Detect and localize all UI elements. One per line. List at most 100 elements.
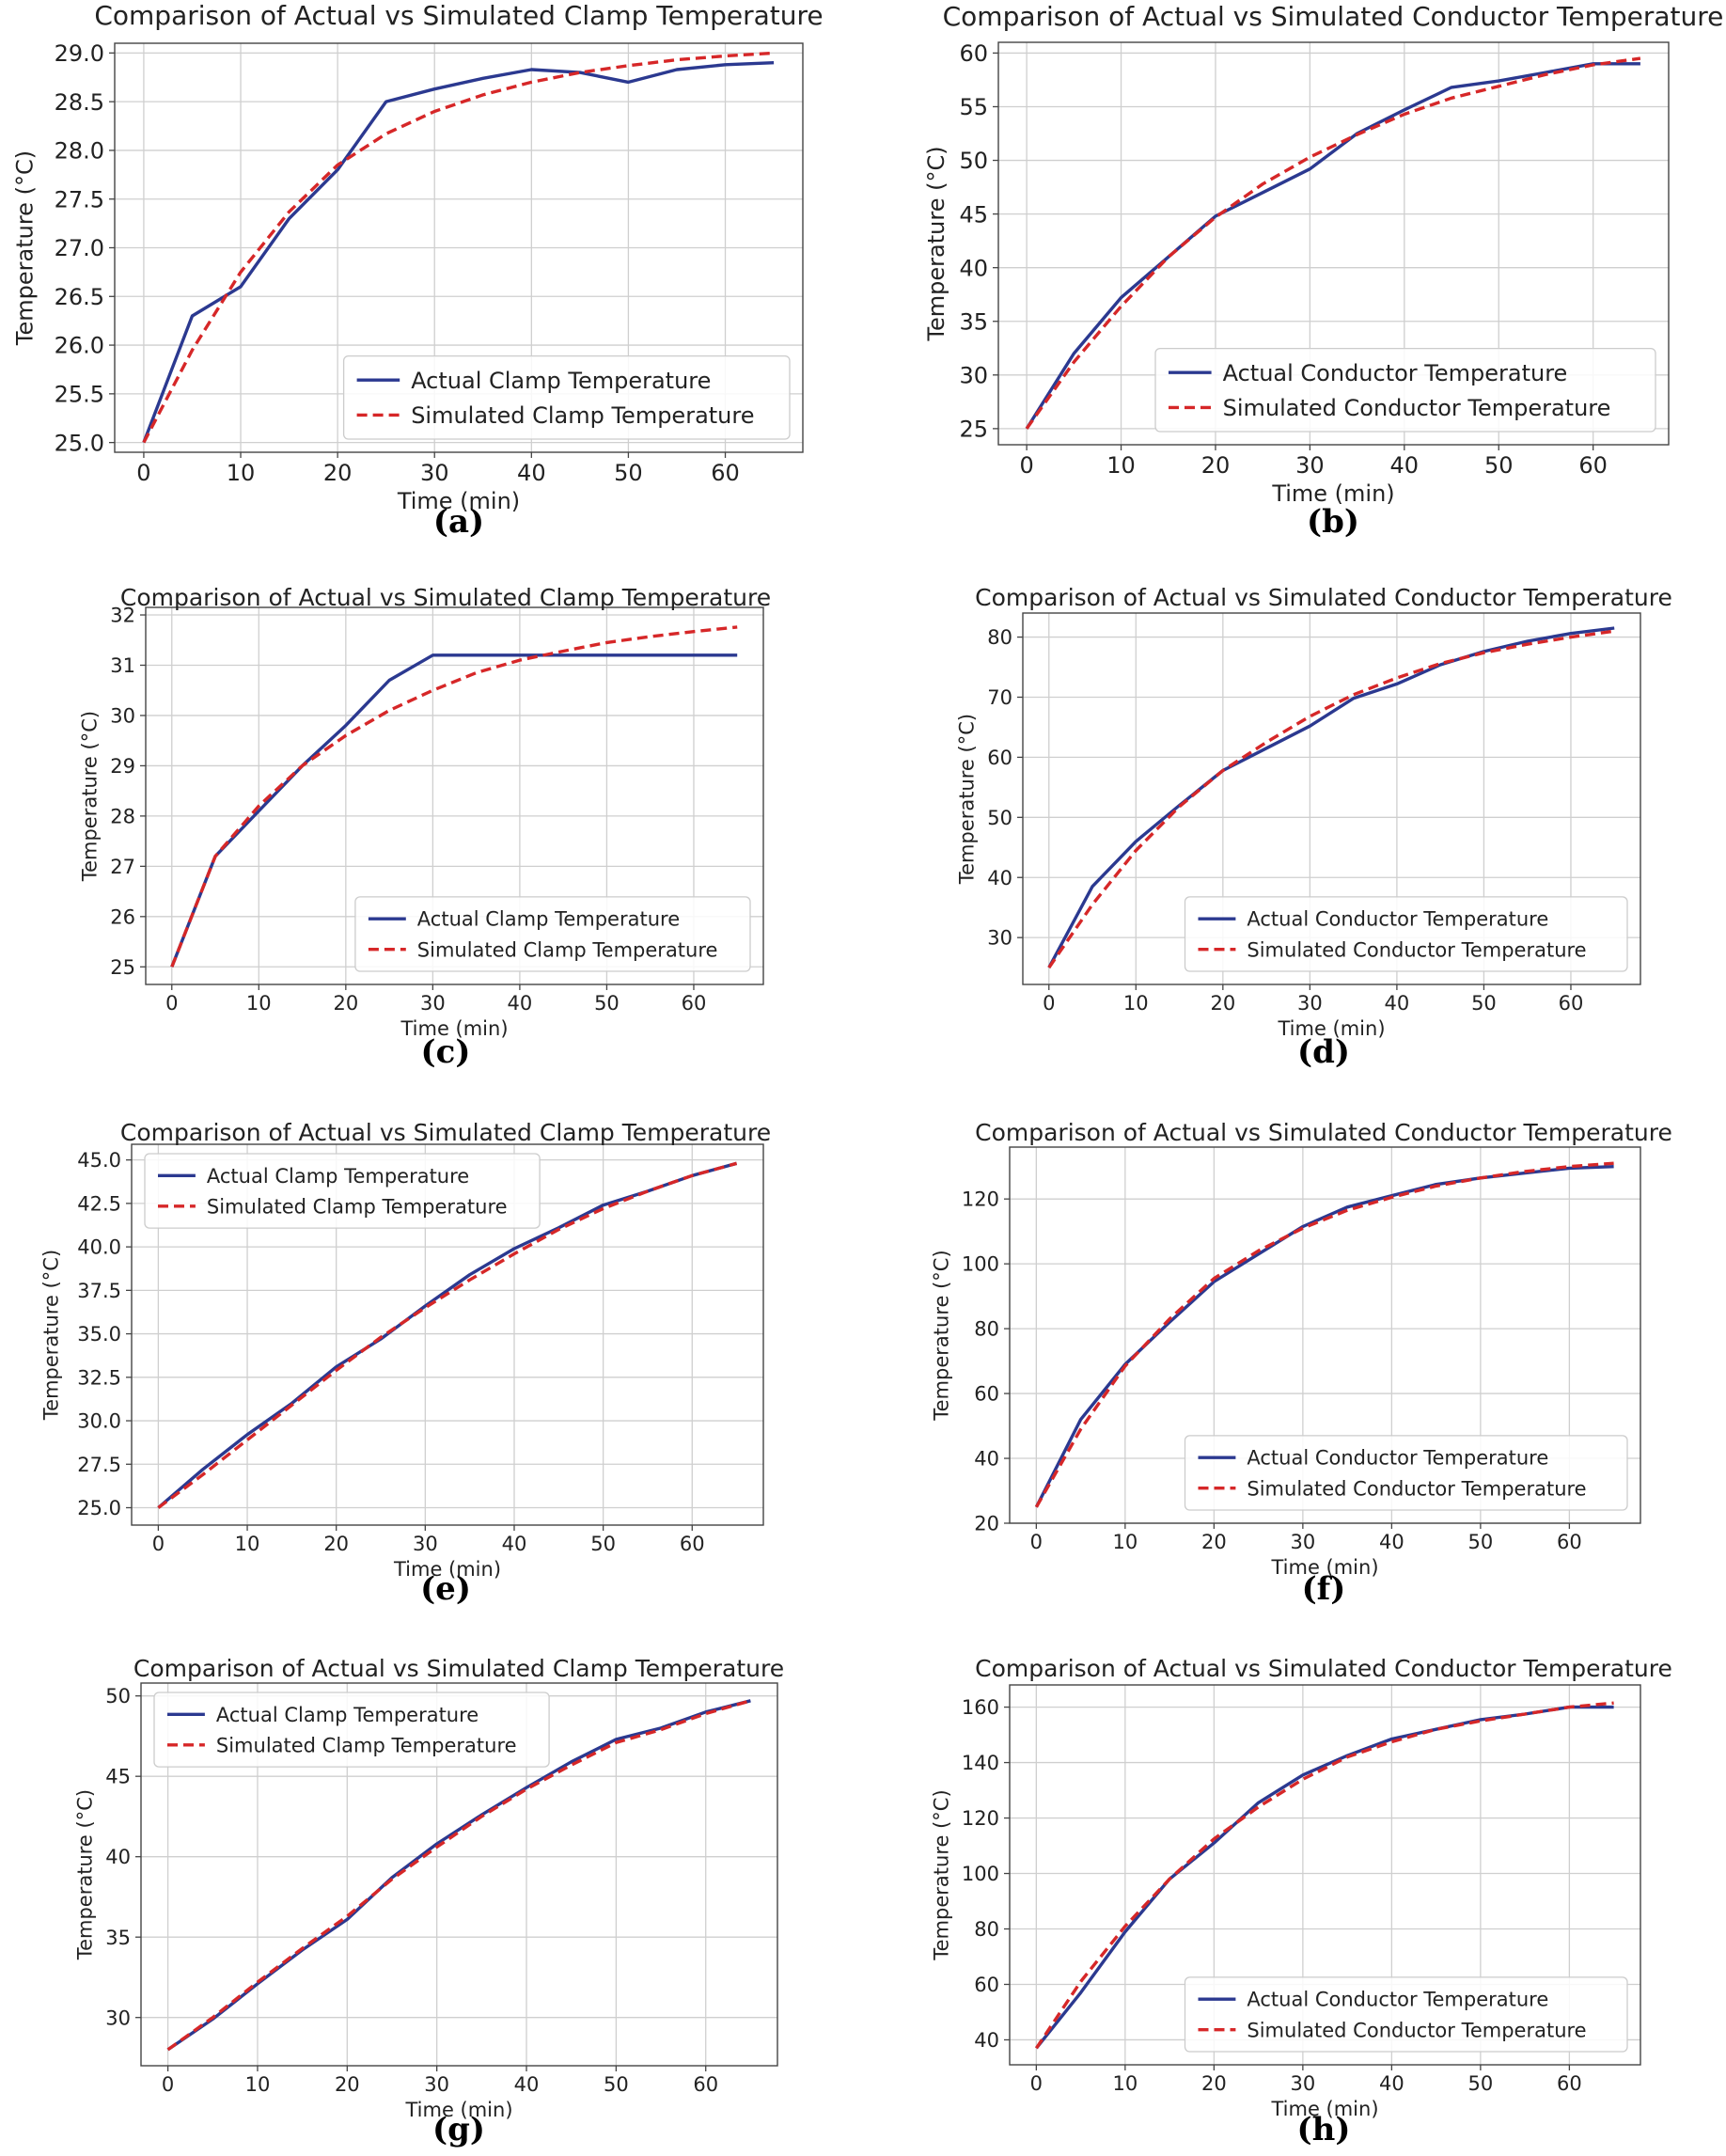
x-tick-label: 30 — [1295, 452, 1325, 479]
y-tick-label: 120 — [962, 1807, 999, 1830]
x-tick-label: 0 — [165, 992, 178, 1015]
x-tick-label: 40 — [517, 460, 546, 486]
simulated-series-line — [1034, 1701, 1614, 2050]
legend-box — [1184, 896, 1628, 972]
x-tick-label: 60 — [711, 460, 740, 486]
y-tick-label: 60 — [974, 1383, 999, 1406]
legend: Actual Conductor Temperature Simulated Co… — [1184, 1976, 1628, 2053]
legend-simulated-label: Simulated Clamp Temperature — [411, 402, 754, 429]
legend-actual-label: Actual Conductor Temperature — [1223, 360, 1568, 386]
legend: Actual Clamp Temperature Simulated Clamp … — [144, 1153, 541, 1229]
y-tick-label: 40 — [987, 867, 1012, 889]
y-tick-label: 45 — [105, 1766, 131, 1788]
x-tick-label: 20 — [323, 1533, 349, 1555]
legend-simulated-label: Simulated Conductor Temperature — [1223, 395, 1611, 421]
y-tick-label: 30 — [110, 705, 135, 728]
axes-frame — [1009, 1146, 1641, 1524]
x-tick-label: 0 — [162, 2073, 174, 2096]
x-tick-label: 50 — [1471, 992, 1497, 1015]
y-tick-label: 80 — [974, 1318, 999, 1341]
subfigure-caption: (f) — [1302, 1570, 1346, 1608]
y-tick-label: 70 — [987, 686, 1012, 709]
x-tick-label: 40 — [508, 992, 533, 1015]
actual-series-line — [142, 61, 775, 444]
x-tick-label: 40 — [514, 2073, 540, 2096]
y-tick-label: 28 — [110, 805, 135, 827]
y-tick-label: 35 — [105, 1927, 131, 1949]
legend: Actual Clamp Temperature Simulated Clamp … — [354, 896, 751, 972]
chart-title: Comparison of Actual vs Simulated Conduc… — [943, 1, 1724, 32]
y-tick-label: 40 — [974, 2029, 999, 2052]
chart-4: 0 10 20 30 40 50 60 30 40 50 60 70 80 Comparison of A… — [956, 584, 1672, 1040]
y-axis-label: Temperature (°C) — [79, 711, 102, 882]
x-tick-label: 0 — [152, 1533, 165, 1555]
x-tick-label: 40 — [1379, 2072, 1404, 2095]
x-tick-label: 30 — [1291, 2072, 1316, 2095]
y-tick-label: 27.0 — [55, 235, 104, 261]
subfigure-caption: (c) — [421, 1033, 471, 1071]
axes-frame — [1022, 612, 1641, 985]
y-tick-label: 26.0 — [55, 333, 104, 359]
y-tick-label: 35 — [959, 308, 988, 335]
x-tick-label: 10 — [246, 992, 272, 1015]
x-tick-label: 20 — [323, 460, 353, 486]
chart-title: Comparison of Actual vs Simulated Conduc… — [975, 1655, 1672, 1682]
x-tick-label: 30 — [420, 460, 449, 486]
x-tick-label: 60 — [693, 2073, 718, 2096]
axes-frame — [997, 41, 1670, 446]
y-tick-label: 45 — [959, 201, 988, 228]
x-tick-label: 40 — [1390, 452, 1420, 479]
x-tick-label: 20 — [1210, 992, 1235, 1015]
y-tick-label: 27.5 — [55, 186, 104, 212]
chart-title: Comparison of Actual vs Simulated Clamp … — [94, 0, 823, 31]
legend-actual-label: Actual Conductor Temperature — [1247, 908, 1548, 931]
y-tick-label: 60 — [974, 1974, 999, 1996]
y-axis-label: Temperature (°C) — [956, 714, 979, 885]
legend-box — [153, 1692, 550, 1768]
subfigure-caption: (h) — [1297, 2111, 1351, 2148]
chart-title: Comparison of Actual vs Simulated Conduc… — [975, 584, 1672, 611]
y-tick-label: 26.5 — [55, 284, 104, 310]
simulated-series-line — [1034, 1161, 1614, 1508]
subfigure-caption: (g) — [432, 2111, 485, 2148]
y-axis-label: Temperature (°C) — [39, 1250, 62, 1421]
legend-actual-label: Actual Clamp Temperature — [411, 368, 711, 394]
axes-frame — [1009, 1684, 1641, 2066]
x-tick-label: 50 — [590, 1533, 616, 1555]
y-tick-label: 80 — [974, 1918, 999, 1941]
chart-title: Comparison of Actual vs Simulated Clamp … — [133, 1655, 784, 1682]
legend: Actual Clamp Temperature Simulated Clamp … — [153, 1692, 550, 1768]
x-tick-label: 0 — [136, 460, 150, 486]
y-tick-label: 29.0 — [55, 40, 104, 67]
x-tick-label: 60 — [1578, 452, 1608, 479]
legend-simulated-label: Simulated Conductor Temperature — [1247, 938, 1586, 961]
y-tick-label: 50 — [105, 1685, 131, 1707]
legend-actual-label: Actual Clamp Temperature — [216, 1704, 479, 1726]
y-tick-label: 100 — [962, 1863, 999, 1885]
y-tick-label: 40 — [105, 1846, 131, 1868]
x-tick-label: 20 — [1201, 2072, 1227, 2095]
subfigure-caption: (d) — [1297, 1033, 1350, 1071]
y-axis-label: Temperature (°C) — [930, 1250, 952, 1421]
y-axis-label: Temperature (°C) — [12, 150, 39, 346]
y-tick-label: 60 — [987, 747, 1012, 769]
simulated-series-line — [170, 625, 738, 968]
chart-title: Comparison of Actual vs Simulated Conduc… — [975, 1119, 1672, 1146]
y-tick-label: 80 — [987, 626, 1012, 649]
legend-box — [342, 354, 791, 440]
x-tick-label: 30 — [413, 1533, 438, 1555]
chart-title: Comparison of Actual vs Simulated Clamp … — [120, 1119, 771, 1146]
legend-simulated-label: Simulated Clamp Temperature — [417, 938, 718, 961]
legend-actual-label: Actual Clamp Temperature — [417, 908, 680, 931]
actual-series-line — [1025, 62, 1640, 430]
chart-6: 0 10 20 30 40 50 60 20 40 60 80 100 120 Comparison of… — [930, 1119, 1671, 1579]
x-tick-label: 60 — [1559, 992, 1584, 1015]
legend-box — [354, 896, 751, 972]
x-axis-label: Time (min) — [1271, 480, 1394, 507]
y-axis-label: Temperature (°C) — [923, 146, 949, 341]
legend: Actual Conductor Temperature Simulated Co… — [1184, 1435, 1628, 1511]
y-axis-label: Temperature (°C) — [930, 1789, 952, 1960]
subfigure-caption: (a) — [433, 503, 484, 541]
x-tick-label: 60 — [680, 1533, 705, 1555]
